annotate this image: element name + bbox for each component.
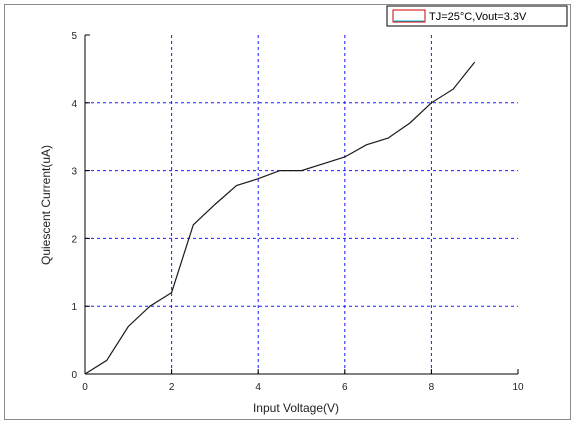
x-axis-title: Input Voltage(V) bbox=[253, 401, 339, 415]
y-tick-label-3: 3 bbox=[71, 167, 77, 178]
legend-swatch bbox=[392, 9, 426, 23]
x-tick-label-4: 8 bbox=[429, 382, 435, 393]
x-tick-label-2: 4 bbox=[255, 382, 261, 393]
chart-svg: 0 2 4 6 8 10 0 1 2 3 4 5 Input Voltage(V) Quiescent… bbox=[39, 5, 568, 415]
series-layer bbox=[84, 61, 476, 375]
y-tick-label-4: 4 bbox=[71, 99, 77, 110]
legend-label: TJ=25°C,Vout=3.3V bbox=[429, 11, 527, 23]
legend: TJ=25°C,Vout=3.3V bbox=[386, 5, 568, 27]
x-tick-label-0: 0 bbox=[82, 382, 88, 393]
x-tick-label-5: 10 bbox=[512, 382, 524, 393]
x-tick-label-1: 2 bbox=[169, 382, 175, 393]
y-tick-label-2: 2 bbox=[71, 234, 77, 245]
tick-labels: 0 2 4 6 8 10 0 1 2 3 4 5 bbox=[71, 31, 524, 393]
grid-lines bbox=[85, 35, 518, 374]
y-tick-label-1: 1 bbox=[71, 302, 77, 313]
series-line-0 bbox=[84, 61, 476, 375]
x-tick-label-3: 6 bbox=[342, 382, 348, 393]
y-tick-label-5: 5 bbox=[71, 31, 77, 42]
legend-box bbox=[386, 5, 568, 27]
y-axis-title: Quiescent Current(uA) bbox=[39, 145, 53, 265]
chart-frame: 0 2 4 6 8 10 0 1 2 3 4 5 Input Voltage(V) Quiescent… bbox=[4, 4, 571, 420]
axes bbox=[84, 35, 518, 375]
y-tick-label-0: 0 bbox=[71, 370, 77, 381]
